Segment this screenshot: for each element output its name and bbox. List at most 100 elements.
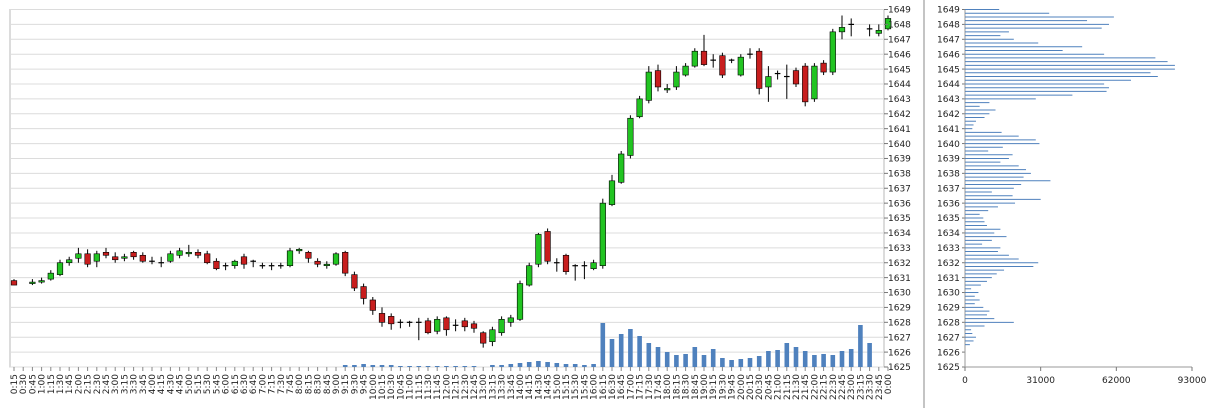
x-tick-label: 20:45 (764, 374, 774, 400)
profile-x-tick-label: 62000 (1102, 376, 1131, 386)
volume-bar (701, 355, 707, 367)
y-tick-label: 1641 (888, 125, 911, 135)
volume-bar (563, 364, 569, 367)
volume-bar (756, 356, 762, 367)
profile-x-tick-label: 93000 (1178, 376, 1207, 386)
volume-bar (692, 347, 698, 367)
x-tick-label: 2:15 (84, 374, 94, 394)
candle-up (811, 65, 818, 100)
x-tick-label: 21:45 (801, 374, 811, 400)
x-tick-label: 21:15 (783, 374, 793, 400)
x-tick-label: 21:30 (792, 374, 802, 400)
candle-down (360, 286, 367, 299)
x-tick-label: 17:30 (645, 374, 655, 400)
candle-up (176, 250, 183, 256)
candle-up (590, 262, 597, 269)
price-axis: 1625 1626 1627 1628 1629 1630 1631 1632 1633 1634… (884, 6, 911, 373)
candle-down (314, 260, 321, 265)
candle-down (130, 252, 137, 258)
candle-down (470, 323, 478, 329)
profile-price-axis: 1625 1626 1627 1628 1629 1630 1631 1632 1633 1634… (937, 6, 965, 373)
candle-down (342, 252, 349, 274)
volume-bar (674, 355, 679, 367)
x-tick-label: 5:00 (185, 374, 195, 394)
x-tick-label: 8:30 (314, 374, 324, 394)
x-tick-label: 9:30 (350, 374, 360, 394)
x-tick-label: 22:00 (810, 374, 820, 400)
candle-up (618, 153, 625, 183)
x-tick-label: 22:30 (829, 374, 839, 400)
candle-up (167, 253, 174, 262)
profile-y-tick-label: 1633 (937, 244, 960, 254)
x-tick-label: 9:15 (341, 374, 351, 394)
main-grid (9, 9, 885, 368)
volume-bar (545, 362, 550, 367)
x-tick-label: 20:15 (746, 374, 756, 400)
candle-up (286, 250, 294, 267)
volume-bar (453, 366, 458, 367)
x-tick-label: 13:15 (488, 374, 498, 400)
candle-up (498, 319, 505, 334)
y-tick-label: 1645 (888, 65, 911, 75)
volume-bar (793, 347, 799, 367)
x-tick-label: 13:00 (479, 374, 489, 400)
volume-bar (370, 365, 376, 367)
y-tick-label: 1629 (888, 304, 911, 314)
x-tick-label: 5:30 (203, 374, 213, 394)
x-tick-label: 0:15 (10, 374, 20, 394)
x-tick-label: 7:00 (258, 374, 268, 394)
x-tick-label: 3:30 (130, 374, 140, 394)
profile-y-tick-label: 1649 (937, 6, 960, 16)
y-tick-label: 1634 (888, 229, 911, 239)
profile-y-tick-label: 1626 (937, 348, 960, 358)
candle-down (84, 253, 91, 265)
volume-bar (646, 343, 652, 367)
x-tick-label: 10:45 (396, 374, 406, 400)
candle-up (673, 71, 680, 88)
candle-down (480, 332, 487, 344)
candle-up (737, 56, 744, 76)
candle-up (829, 31, 836, 73)
x-tick-label: 17:15 (636, 374, 646, 400)
y-tick-label: 1637 (888, 184, 911, 194)
y-tick-label: 1648 (888, 21, 911, 31)
candle-down (802, 65, 809, 103)
x-tick-label: 2:00 (74, 374, 84, 394)
profile-y-tick-label: 1629 (937, 304, 960, 314)
profile-y-tick-label: 1642 (937, 110, 960, 120)
x-tick-label: 23:45 (875, 374, 885, 400)
volume-bar (812, 355, 817, 367)
profile-y-tick-label: 1644 (937, 80, 960, 90)
candle-up (645, 71, 652, 101)
candle-up (332, 253, 340, 265)
x-tick-label: 19:15 (709, 374, 719, 400)
candle-up (526, 265, 533, 286)
x-tick-label: 23:30 (866, 374, 876, 400)
candle-up (884, 18, 892, 30)
candle-down (378, 313, 386, 323)
candle-up (47, 272, 54, 280)
candlesticks (10, 15, 892, 348)
volume-bar (839, 351, 845, 367)
candle-down (204, 253, 211, 264)
volume-bar (738, 359, 744, 367)
candle-down (562, 254, 570, 272)
profile-y-tick-label: 1639 (937, 155, 960, 165)
x-tick-label: 1:15 (47, 374, 57, 394)
x-tick-label: 1:45 (65, 374, 75, 394)
x-tick-label: 2:45 (102, 374, 112, 394)
x-tick-label: 9:00 (332, 374, 342, 394)
volume-bar (729, 360, 734, 367)
candle-up (682, 65, 689, 76)
candle-down (443, 317, 450, 331)
candle-down (544, 231, 551, 262)
candle-down (194, 252, 202, 256)
candle-up (231, 260, 238, 267)
volume-bar (572, 364, 578, 367)
volume-bar (352, 365, 357, 367)
candle-up (691, 50, 698, 67)
volume-profile-bars (965, 9, 1175, 346)
x-tick-label: 21:00 (774, 374, 784, 400)
x-tick-label: 18:00 (663, 374, 673, 400)
candle-up (93, 253, 100, 262)
